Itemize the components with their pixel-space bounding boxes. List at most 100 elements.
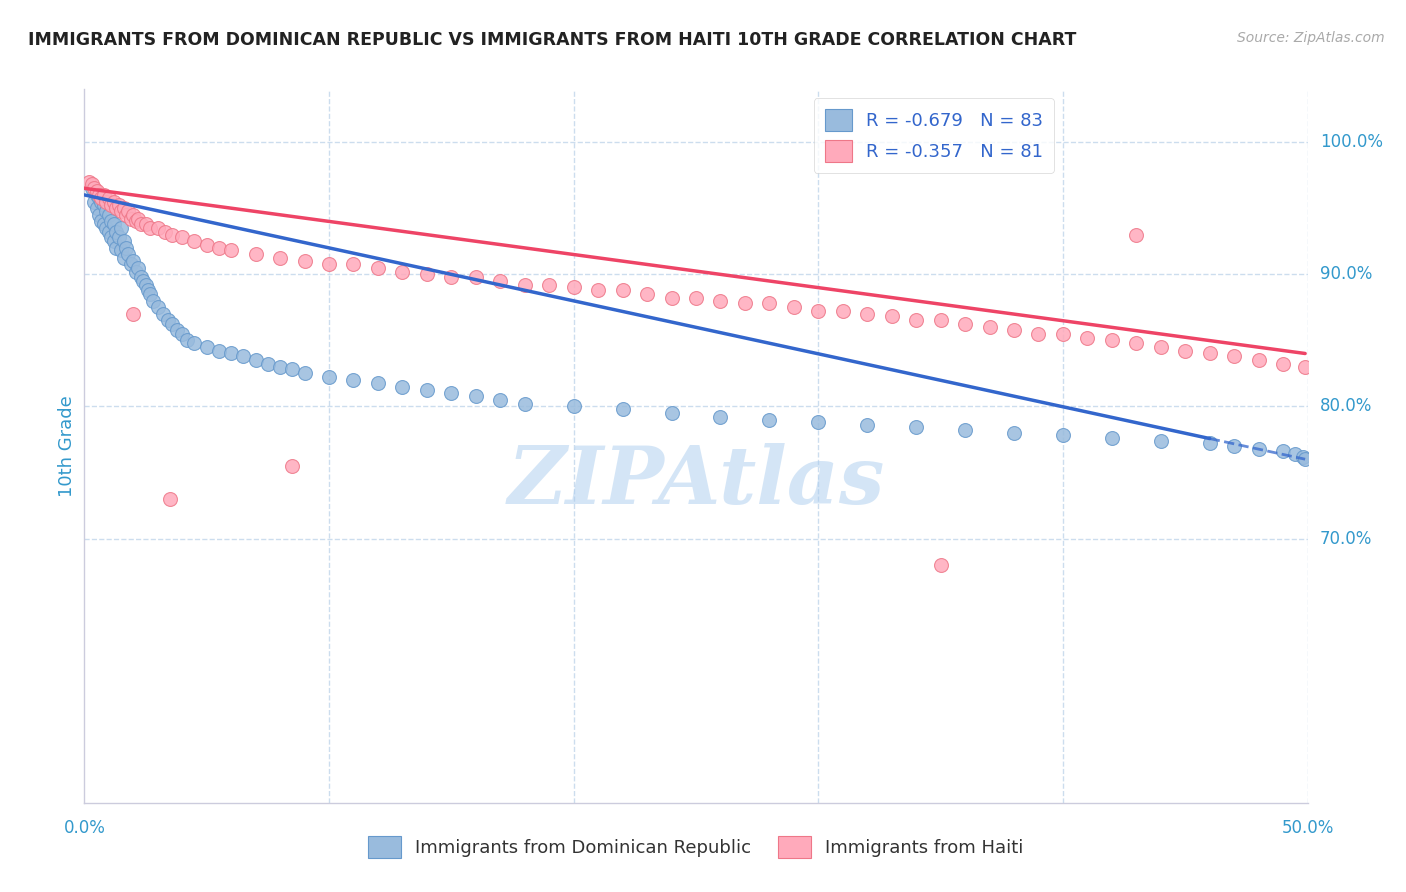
Point (342, 257, 364, 271)
Point (562, 280, 585, 294)
Point (159, 491, 181, 506)
Text: 80.0%: 80.0% (1320, 397, 1372, 416)
Point (440, 269, 463, 284)
Point (661, 291, 683, 305)
Point (1150, 434, 1173, 448)
Point (93, 188, 115, 202)
Point (232, 349, 254, 363)
Point (807, 415, 830, 429)
Point (391, 264, 413, 278)
Point (1284, 447, 1306, 461)
Point (125, 264, 148, 278)
Point (489, 392, 512, 407)
Point (135, 277, 157, 292)
Point (105, 201, 128, 215)
Point (1150, 340, 1173, 354)
Point (269, 359, 291, 374)
Point (586, 283, 609, 297)
Text: ZIPAtlas: ZIPAtlas (508, 443, 884, 520)
Point (416, 384, 439, 398)
Point (103, 217, 125, 231)
Point (110, 221, 132, 235)
Point (136, 283, 159, 297)
Point (105, 225, 128, 239)
Point (142, 293, 165, 308)
Text: 90.0%: 90.0% (1320, 265, 1372, 283)
Point (152, 307, 174, 321)
Y-axis label: 10th Grade: 10th Grade (58, 395, 76, 497)
Point (97, 208, 120, 222)
Point (1294, 359, 1316, 374)
Point (257, 357, 280, 371)
Point (166, 323, 188, 337)
Point (122, 254, 145, 268)
Point (86, 184, 108, 198)
Point (100, 198, 122, 212)
Point (90, 194, 112, 209)
Point (1076, 331, 1098, 345)
Point (117, 203, 139, 218)
Point (139, 287, 162, 301)
Point (245, 353, 267, 368)
Point (107, 230, 129, 244)
Point (367, 376, 389, 390)
Point (661, 406, 683, 420)
Point (856, 307, 879, 321)
Point (1002, 323, 1025, 337)
Point (440, 386, 463, 401)
Point (129, 217, 152, 231)
Point (1052, 428, 1074, 442)
Point (1101, 431, 1123, 445)
Text: IMMIGRANTS FROM DOMINICAN REPUBLIC VS IMMIGRANTS FROM HAITI 10TH GRADE CORRELATI: IMMIGRANTS FROM DOMINICAN REPUBLIC VS IM… (28, 31, 1077, 49)
Point (294, 367, 316, 381)
Text: 100.0%: 100.0% (1320, 133, 1384, 151)
Point (135, 217, 157, 231)
Point (146, 221, 169, 235)
Point (513, 397, 536, 411)
Point (146, 300, 169, 314)
Point (1272, 357, 1295, 371)
Point (93, 198, 115, 212)
Point (831, 304, 853, 318)
Point (115, 241, 138, 255)
Point (183, 335, 205, 350)
Point (87, 190, 110, 204)
Point (1294, 452, 1316, 467)
Text: 70.0%: 70.0% (1320, 530, 1372, 548)
Point (97, 225, 120, 239)
Point (132, 274, 155, 288)
Point (90, 214, 112, 228)
Point (87, 208, 110, 222)
Point (1292, 450, 1315, 464)
Point (416, 267, 439, 281)
Point (489, 274, 512, 288)
Point (112, 234, 135, 248)
Text: 50.0%: 50.0% (1281, 819, 1334, 837)
Point (905, 420, 928, 434)
Text: 0.0%: 0.0% (63, 819, 105, 837)
Point (929, 313, 952, 327)
Point (391, 379, 413, 393)
Point (281, 362, 304, 376)
Point (953, 423, 976, 437)
Point (562, 400, 585, 414)
Point (219, 244, 242, 258)
Point (172, 326, 194, 341)
Point (219, 346, 242, 360)
Point (464, 389, 486, 403)
Legend: Immigrants from Dominican Republic, Immigrants from Haiti: Immigrants from Dominican Republic, Immi… (361, 829, 1031, 865)
Point (208, 241, 231, 255)
Point (856, 417, 879, 432)
Point (97, 190, 120, 204)
Point (513, 277, 536, 292)
Point (127, 260, 149, 275)
Point (1052, 326, 1074, 341)
Point (183, 234, 205, 248)
Point (1101, 333, 1123, 347)
Point (86, 188, 108, 202)
Point (162, 318, 184, 332)
Point (122, 208, 145, 222)
Point (1002, 425, 1025, 440)
Point (93, 217, 115, 231)
Point (905, 313, 928, 327)
